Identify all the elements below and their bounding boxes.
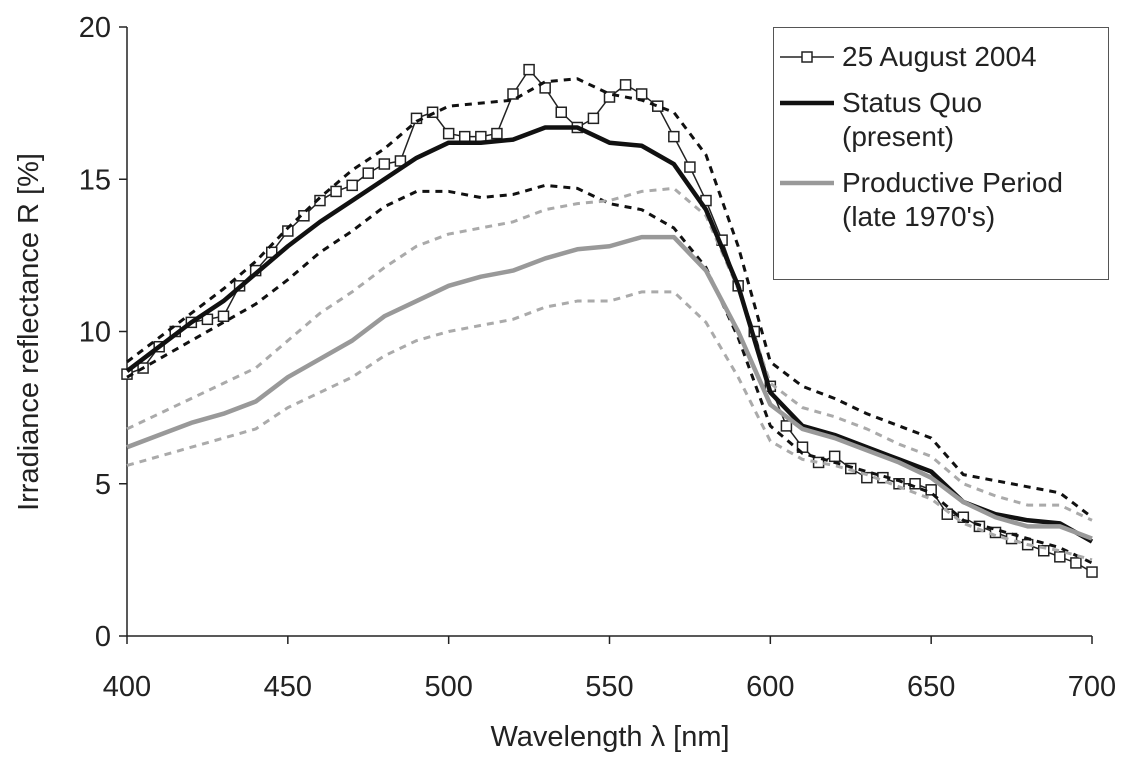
series-line bbox=[126, 77, 1093, 519]
data-point bbox=[362, 167, 374, 179]
x-tick-label: 700 bbox=[1068, 671, 1116, 703]
data-point bbox=[603, 91, 616, 103]
data-point bbox=[828, 450, 841, 463]
legend: 25 August 2004 Status Quo (present) Produc… bbox=[773, 27, 1109, 280]
x-tick-label: 500 bbox=[424, 671, 472, 703]
data-point bbox=[330, 185, 342, 198]
series-line bbox=[126, 183, 1093, 565]
data-point bbox=[652, 100, 664, 112]
data-point bbox=[378, 158, 391, 170]
legend-label: Productive Period (late 1970's) bbox=[842, 167, 1064, 232]
data-point bbox=[635, 88, 648, 100]
data-point bbox=[909, 478, 921, 490]
legend-label: Status Quo (present) bbox=[842, 87, 983, 152]
x-tick-label: 600 bbox=[746, 671, 794, 703]
y-tick-label: 5 bbox=[95, 469, 111, 501]
data-point bbox=[861, 471, 873, 484]
x-tick-label: 650 bbox=[907, 671, 955, 703]
y-tick-label: 20 bbox=[79, 12, 111, 44]
y-tick-label: 0 bbox=[95, 621, 111, 653]
data-point bbox=[346, 179, 358, 192]
series-line bbox=[126, 290, 1093, 562]
legend-entry: 25 August 2004 bbox=[774, 40, 1108, 74]
data-point bbox=[925, 484, 937, 496]
x-tick-label: 450 bbox=[264, 671, 312, 703]
data-point bbox=[507, 88, 519, 100]
legend-entry: Productive Period (late 1970's) bbox=[774, 166, 1108, 234]
data-point bbox=[442, 127, 455, 140]
x-axis-label: Wavelength λ [nm] bbox=[490, 721, 729, 753]
y-tick-label: 10 bbox=[79, 317, 111, 349]
data-point bbox=[555, 106, 567, 119]
x-tick-label: 550 bbox=[585, 671, 633, 703]
data-point bbox=[217, 310, 230, 323]
y-tick-label: 15 bbox=[79, 164, 111, 196]
series-line bbox=[126, 186, 1093, 522]
data-point bbox=[587, 112, 600, 125]
data-point bbox=[780, 420, 793, 432]
data-point bbox=[957, 511, 970, 523]
data-point bbox=[941, 508, 953, 520]
data-point bbox=[684, 161, 696, 173]
data-point bbox=[1054, 551, 1066, 563]
legend-entry: Status Quo (present) bbox=[774, 86, 1108, 154]
data-point bbox=[1038, 544, 1050, 557]
series-line bbox=[125, 125, 1094, 544]
series-line bbox=[126, 234, 1093, 541]
data-point bbox=[619, 79, 632, 91]
data-point bbox=[459, 130, 471, 143]
x-tick-label: 400 bbox=[103, 671, 151, 703]
legend-swatch bbox=[780, 51, 834, 63]
y-axis-label: Irradiance reflectance R [%] bbox=[13, 153, 45, 511]
legend-swatch bbox=[780, 100, 834, 106]
legend-swatch bbox=[780, 180, 834, 186]
data-point bbox=[1070, 557, 1082, 569]
legend-label: 25 August 2004 bbox=[842, 41, 1037, 72]
data-point bbox=[523, 63, 535, 76]
data-point bbox=[491, 127, 503, 140]
data-point bbox=[893, 478, 905, 490]
legend-marker bbox=[801, 51, 813, 63]
data-point bbox=[668, 130, 680, 143]
data-point bbox=[1086, 566, 1098, 578]
